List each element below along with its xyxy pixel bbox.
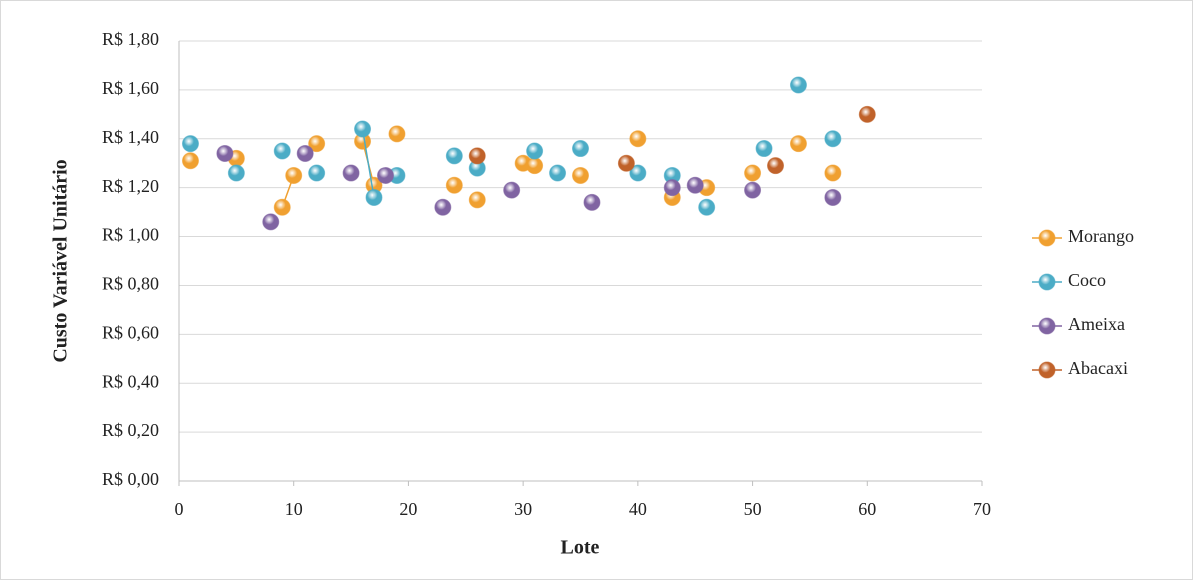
y-tick-label: R$ 1,40	[102, 127, 159, 147]
legend-label: Morango	[1068, 226, 1134, 246]
point	[629, 130, 647, 148]
legend-label: Ameixa	[1068, 314, 1125, 334]
point	[744, 164, 762, 182]
point	[445, 176, 463, 194]
point	[755, 140, 773, 158]
point	[227, 164, 245, 182]
connector	[361, 128, 375, 198]
x-tick-label: 30	[514, 499, 532, 519]
legend-marker	[1038, 317, 1056, 335]
point	[503, 181, 521, 199]
point	[445, 147, 463, 165]
point	[308, 164, 326, 182]
point	[468, 191, 486, 209]
point	[273, 198, 291, 216]
point	[858, 105, 876, 123]
point	[342, 164, 360, 182]
y-tick-label: R$ 1,20	[102, 176, 159, 196]
point	[824, 164, 842, 182]
point	[285, 166, 303, 184]
y-tick-label: R$ 1,80	[102, 29, 159, 49]
point	[686, 176, 704, 194]
y-tick-label: R$ 0,80	[102, 274, 159, 294]
point	[308, 135, 326, 153]
point	[824, 130, 842, 148]
point	[376, 166, 394, 184]
x-tick-label: 50	[744, 499, 762, 519]
legend-marker	[1038, 273, 1056, 291]
point	[354, 120, 372, 138]
y-tick-label: R$ 0,20	[102, 420, 159, 440]
point	[572, 166, 589, 184]
y-tick-label: R$ 1,60	[102, 78, 159, 98]
point	[789, 135, 807, 153]
y-tick-label: R$ 1,00	[102, 225, 159, 245]
legend-label: Coco	[1068, 270, 1106, 290]
point	[583, 193, 601, 211]
y-axis-title: Custo Variável Unitário	[50, 159, 72, 362]
point	[365, 188, 383, 206]
point	[434, 198, 452, 216]
point	[273, 142, 291, 160]
point	[663, 179, 681, 197]
point	[789, 76, 807, 94]
point	[617, 154, 635, 172]
legend-marker	[1038, 361, 1056, 379]
point	[572, 140, 589, 158]
point	[181, 152, 199, 170]
x-tick-label: 40	[629, 499, 647, 519]
x-tick-label: 0	[175, 499, 184, 519]
point	[744, 181, 762, 199]
x-tick-label: 20	[399, 499, 417, 519]
legend-label: Abacaxi	[1068, 358, 1128, 378]
x-tick-label: 10	[285, 499, 303, 519]
point	[526, 157, 544, 175]
x-tick-label: 60	[858, 499, 876, 519]
y-tick-label: R$ 0,40	[102, 371, 159, 391]
point	[388, 125, 406, 143]
x-tick-label: 70	[973, 499, 991, 519]
point	[526, 142, 544, 160]
point	[468, 147, 486, 165]
x-axis-title: Lote	[561, 537, 600, 559]
point	[698, 198, 716, 216]
point	[629, 164, 647, 182]
point	[181, 135, 199, 153]
y-tick-label: R$ 0,60	[102, 322, 159, 342]
y-tick-label: R$ 0,00	[102, 469, 159, 489]
point	[262, 213, 280, 231]
point	[296, 144, 314, 162]
point	[824, 188, 842, 206]
point	[767, 157, 785, 175]
point	[549, 164, 567, 182]
point	[216, 144, 234, 162]
legend-marker	[1038, 229, 1056, 247]
